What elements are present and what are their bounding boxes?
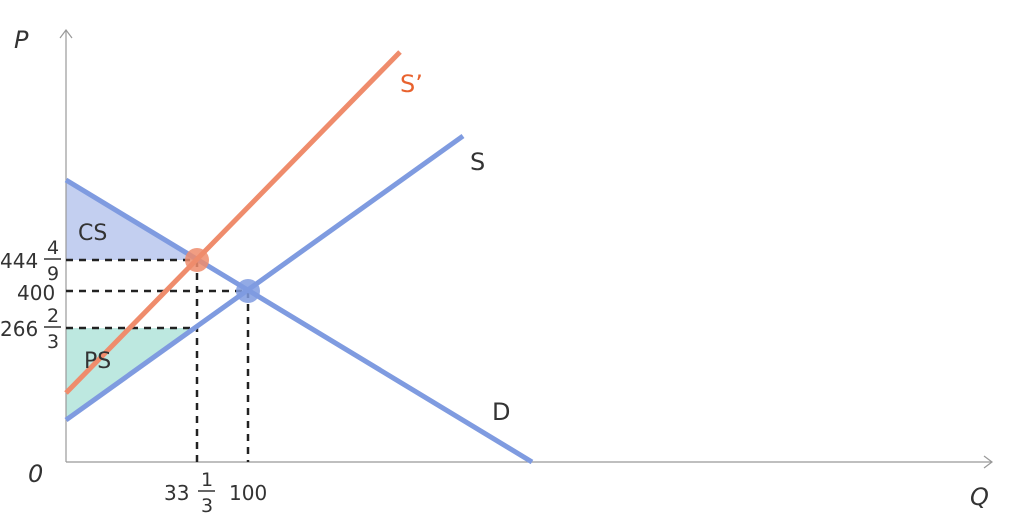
quantity-new-denominator: 3 (201, 495, 213, 517)
original-equilibrium-point (236, 279, 260, 303)
x-axis-label: Q (970, 483, 989, 511)
y-axis-arrow (59, 29, 73, 39)
demand-curve (64, 177, 534, 465)
price-high-numerator: 4 (47, 237, 59, 259)
origin-label: 0 (28, 460, 43, 488)
new-equilibrium-point (185, 248, 209, 272)
price-low-whole: 266 (0, 317, 38, 341)
price-tick-high: 444 4 9 (0, 237, 61, 285)
demand-label: D (492, 398, 510, 426)
quantity-new-numerator: 1 (201, 469, 213, 491)
supply-shifted-label: S’ (400, 70, 423, 98)
price-low-denominator: 3 (47, 331, 59, 353)
x-axis-arrow (983, 455, 993, 469)
price-eq-label: 400 (17, 281, 55, 305)
quantity-tick-new: 33 1 3 (164, 469, 215, 517)
price-low-numerator: 2 (47, 305, 59, 327)
supply-curve (64, 133, 465, 423)
producer-surplus-label: PS (84, 349, 111, 374)
consumer-surplus-label: CS (78, 221, 107, 246)
price-high-whole: 444 (0, 249, 38, 273)
y-axis-label: P (14, 26, 29, 54)
quantity-eq-label: 100 (229, 481, 267, 505)
price-tick-low: 266 2 3 (0, 305, 61, 353)
price-high-denominator: 9 (47, 263, 59, 285)
supply-shifted-curve (64, 50, 402, 395)
quantity-new-whole: 33 (164, 481, 189, 505)
supply-label: S (470, 148, 485, 176)
